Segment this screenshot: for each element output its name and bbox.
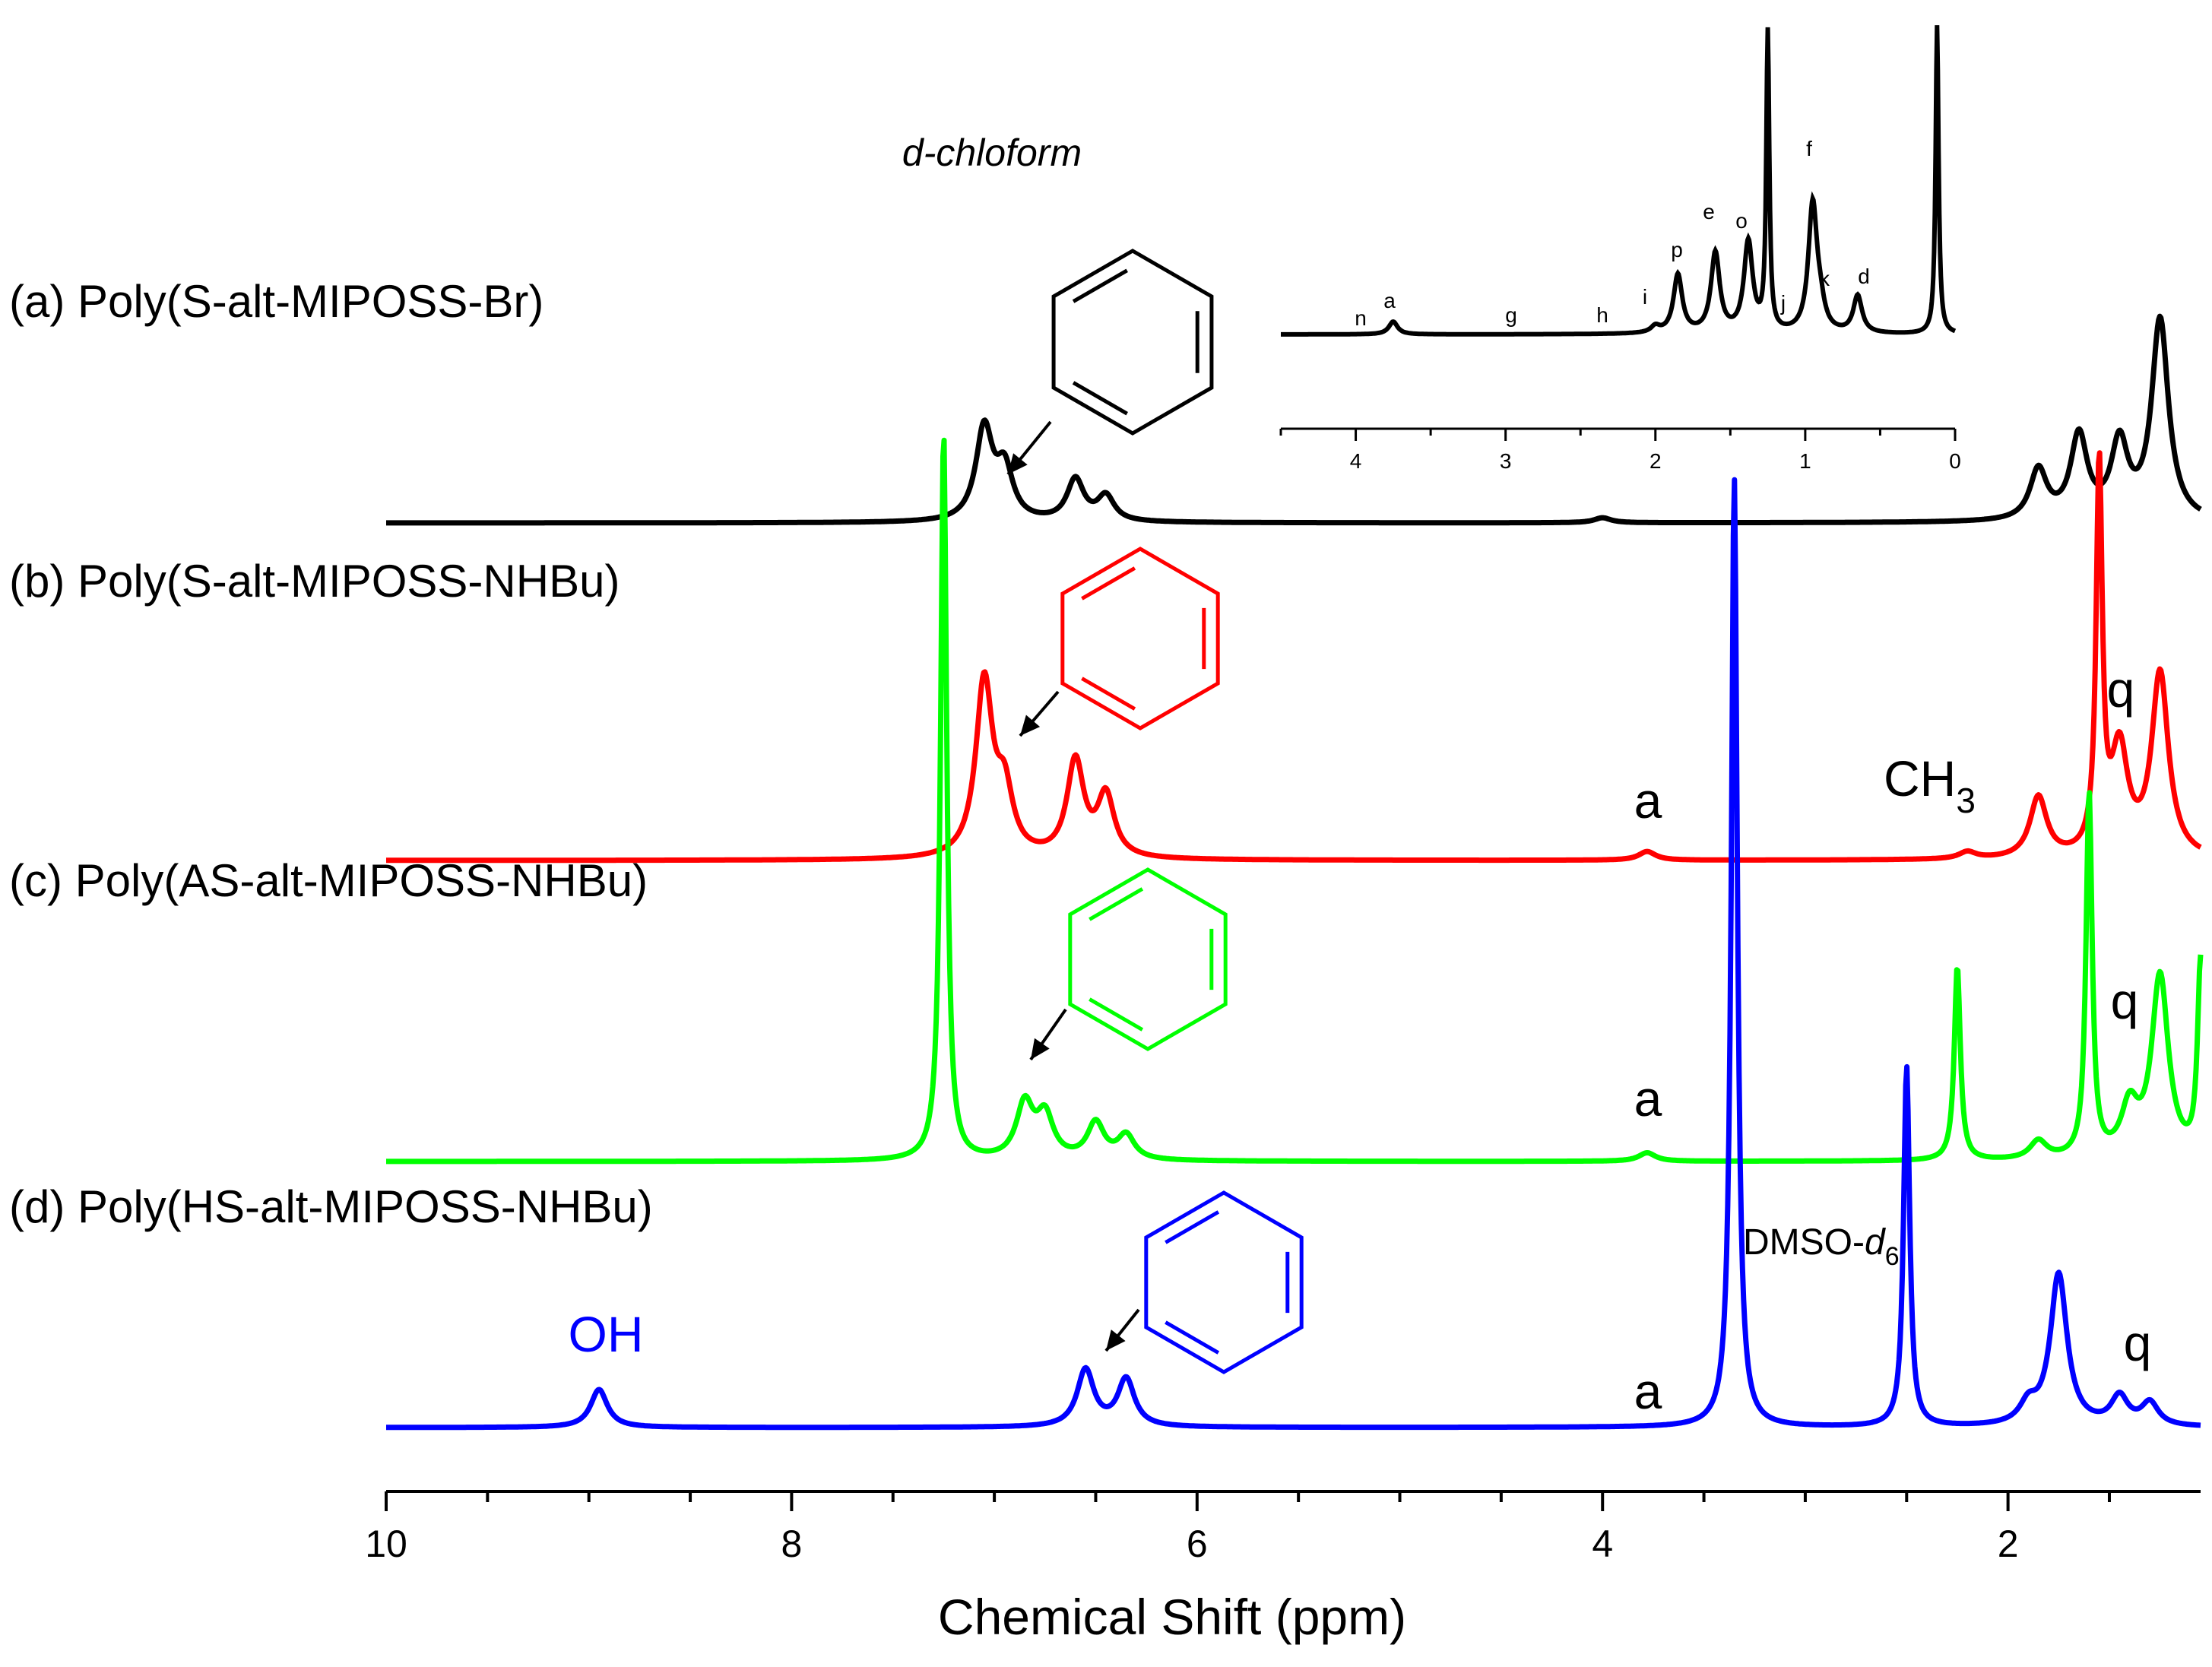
- spectrum-series-3: [385, 437, 2204, 1165]
- inset-peak-label-d: d: [1858, 265, 1870, 288]
- inset-x-tick-label: 3: [1500, 449, 1512, 473]
- annotation-dmso: DMSO-d6: [1743, 1222, 1900, 1271]
- inset-peak-label-f: f: [1806, 137, 1812, 160]
- x-tick-label: 8: [781, 1523, 803, 1565]
- annotation-q-c: q: [2111, 973, 2139, 1029]
- spectrum-series-1: [385, 313, 2202, 526]
- series-label-4: (d) Poly(HS-alt-MIPOSS-NHBu): [9, 1181, 653, 1232]
- annotation-chloroform: d-chloform: [902, 132, 1082, 174]
- annotation-q-d: q: [2124, 1315, 2152, 1371]
- spectrum-series-4: [385, 477, 2202, 1431]
- inset-peak-label-p: p: [1671, 238, 1683, 261]
- x-tick-label: 6: [1187, 1523, 1208, 1565]
- annotation-a-b: a: [1634, 772, 1662, 829]
- inset-peak-label-j: j: [1780, 291, 1786, 315]
- inset-x-tick-label: 1: [1799, 449, 1811, 473]
- inset-peak-label-h: h: [1596, 303, 1608, 327]
- series-label-3: (c) Poly(AS-alt-MIPOSS-NHBu): [9, 855, 648, 906]
- inset-x-tick-label: 0: [1949, 449, 1961, 473]
- x-tick-label: 10: [365, 1523, 407, 1565]
- inset-spectrum-line: [1281, 25, 1957, 337]
- inset-peak-label-g: g: [1505, 303, 1517, 327]
- spectrum-series-2: [385, 450, 2202, 864]
- benzene-ring-icon-3: [1029, 867, 1228, 1061]
- series-labels: (a) Poly(S-alt-MIPOSS-Br) (b) Poly(S-alt-…: [9, 276, 653, 1232]
- benzene-icons: [1006, 249, 1304, 1374]
- x-axis-title: Chemical Shift (ppm): [938, 1589, 1406, 1645]
- series-label-2: (b) Poly(S-alt-MIPOSS-NHBu): [9, 556, 620, 607]
- annotation-a-c: a: [1634, 1070, 1662, 1127]
- benzene-ring-icon-1: [1006, 249, 1214, 476]
- inset-spectrum: 4 3 2 1 0 na g h i pe o j f k d: [1279, 25, 1961, 473]
- annotation-q-b: q: [2107, 661, 2135, 718]
- x-tick-label: 4: [1592, 1523, 1613, 1565]
- annotation-ch3: CH3: [1884, 750, 1976, 820]
- inset-x-tick-label: 4: [1350, 449, 1362, 473]
- series-label-1: (a) Poly(S-alt-MIPOSS-Br): [9, 276, 543, 327]
- benzene-ring-icon-2: [1019, 547, 1220, 737]
- inset-peak-label-k: k: [1819, 267, 1830, 290]
- inset-peak-label-o: o: [1735, 209, 1748, 233]
- annotation-oh: OH: [569, 1306, 644, 1362]
- inset-peak-label-a: a: [1383, 289, 1396, 312]
- annotation-a-d: a: [1634, 1363, 1662, 1419]
- spectra-layer: [385, 313, 2204, 1431]
- x-axis: 10 8 6 4 2 Chemical Shift (ppm): [365, 1490, 2201, 1645]
- inset-peak-label-n: n: [1355, 306, 1367, 330]
- inset-peak-label-e: e: [1703, 200, 1715, 223]
- inset-peak-label-i: i: [1643, 285, 1647, 309]
- inset-x-tick-label: 2: [1649, 449, 1662, 473]
- x-tick-label: 2: [1998, 1523, 2019, 1565]
- benzene-ring-icon-4: [1104, 1190, 1304, 1374]
